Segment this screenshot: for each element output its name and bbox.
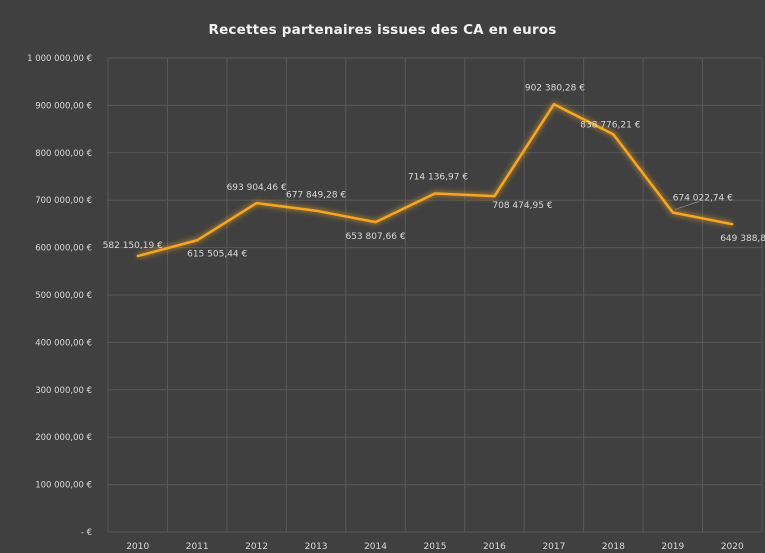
y-tick-label: 200 000,00 € <box>35 433 92 443</box>
data-point <box>552 103 556 106</box>
series-line-layer <box>136 103 734 258</box>
data-point <box>374 220 377 224</box>
data-label: 615 505,44 € <box>187 249 247 259</box>
y-tick-label: 800 000,00 € <box>35 149 92 159</box>
data-label: 838 776,21 € <box>580 120 640 130</box>
data-label: 714 136,97 € <box>408 172 468 182</box>
data-point <box>493 194 496 198</box>
x-tick-label: 2020 <box>721 542 744 552</box>
data-point <box>612 133 615 136</box>
chart-title: Recettes partenaires issues des CA en eu… <box>208 22 557 38</box>
label-leader-line <box>674 201 699 210</box>
x-axis-ticks: 2010 2011 2012 2013 2014 2015 2016 2017 2018 2019… <box>126 542 744 552</box>
data-label: 708 474,95 € <box>492 201 552 211</box>
data-label: 902 380,28 € <box>525 83 585 93</box>
x-tick-label: 2013 <box>305 542 328 552</box>
y-axis-ticks: - € 100 000,00 € 200 000,00 € 300 000,00 € 4… <box>27 54 92 538</box>
y-tick-label: 700 000,00 € <box>35 196 92 206</box>
data-point <box>195 239 199 242</box>
data-label: 674 022,74 € <box>673 194 733 204</box>
x-tick-label: 2017 <box>542 542 565 552</box>
x-tick-label: 2019 <box>661 542 684 552</box>
y-tick-label: 100 000,00 € <box>35 481 92 491</box>
x-tick-label: 2014 <box>364 542 387 552</box>
data-point <box>731 222 734 226</box>
y-tick-label: 300 000,00 € <box>35 386 92 396</box>
data-point <box>671 211 675 214</box>
data-label: 677 849,28 € <box>286 191 346 201</box>
data-point <box>136 254 139 258</box>
data-label: 649 388,84 € <box>720 234 765 244</box>
x-tick-label: 2016 <box>483 542 506 552</box>
y-tick-label: 500 000,00 € <box>35 291 92 301</box>
data-label: 693 904,46 € <box>227 183 287 193</box>
data-labels: 582 150,19 € 615 505,44 € 693 904,46 €677 … <box>103 83 765 259</box>
y-tick-label: - € <box>81 528 92 538</box>
data-point <box>314 209 318 212</box>
x-tick-label: 2011 <box>186 542 209 552</box>
y-tick-label: 1 000 000,00 € <box>27 54 92 64</box>
y-tick-label: 600 000,00 € <box>35 244 92 254</box>
y-tick-label: 900 000,00 € <box>35 101 92 111</box>
data-label: 582 150,19 € <box>103 241 163 251</box>
x-tick-label: 2018 <box>602 542 625 552</box>
data-point <box>433 192 437 195</box>
gridlines <box>107 57 763 533</box>
data-label: 653 807,66 € <box>345 232 405 242</box>
x-tick-label: 2012 <box>245 542 268 552</box>
y-tick-label: 400 000,00 € <box>35 338 92 348</box>
x-tick-label: 2015 <box>424 542 447 552</box>
data-point <box>255 201 258 205</box>
x-tick-label: 2010 <box>126 542 149 552</box>
